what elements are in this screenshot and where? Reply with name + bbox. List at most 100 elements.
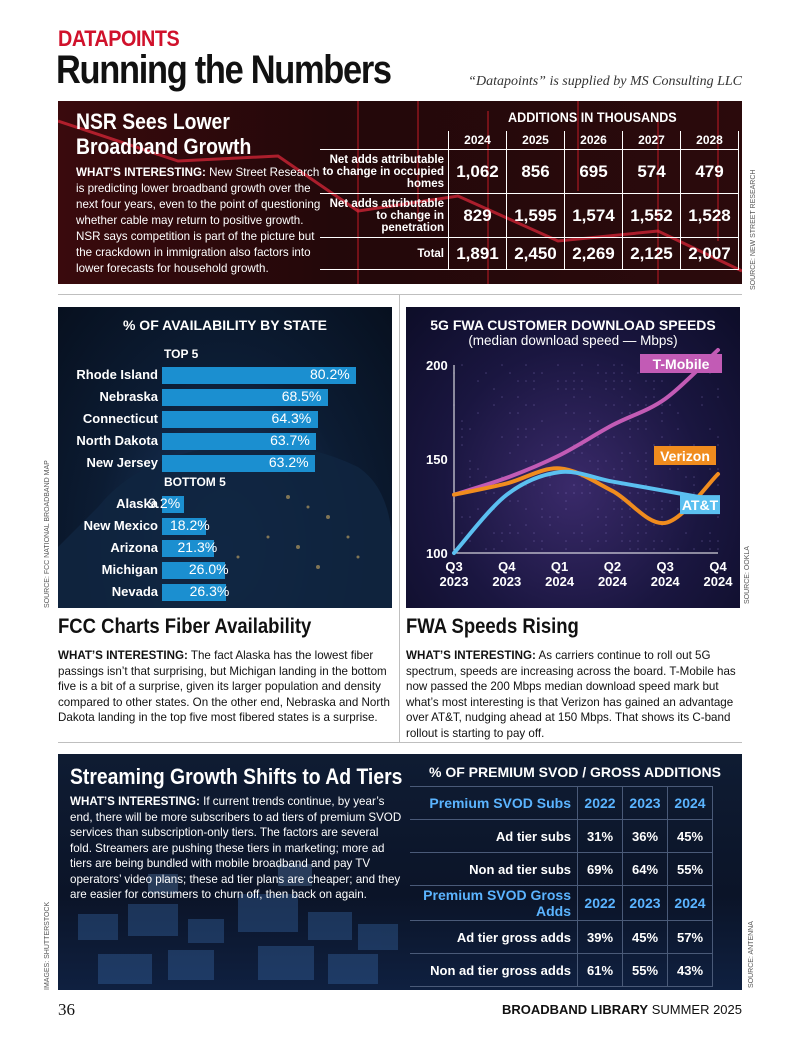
backdrop-dot xyxy=(685,476,687,478)
svod-cell: 55% xyxy=(668,853,713,886)
backdrop-dot xyxy=(621,508,623,510)
svod-row: Non ad tier gross adds 61% 55% 43% xyxy=(410,954,713,987)
backdrop-dot xyxy=(589,420,591,422)
svod-cell: 61% xyxy=(578,954,623,987)
svod-cell: 57% xyxy=(668,921,713,954)
state-label: New Jersey xyxy=(60,455,158,470)
backdrop-dot xyxy=(637,404,639,406)
backdrop-dot xyxy=(669,404,671,406)
backdrop-dot xyxy=(645,492,647,494)
svod-cell: 2024 xyxy=(668,787,713,820)
state-label: Nevada xyxy=(60,584,158,599)
backdrop-dot xyxy=(557,516,559,518)
series-label: Verizon xyxy=(660,448,710,464)
x-tick-year: 2024 xyxy=(651,574,681,589)
backdrop-dot xyxy=(533,404,535,406)
backdrop-dot xyxy=(613,436,615,438)
backdrop-dot xyxy=(581,484,583,486)
fcc-title: FCC Charts Fiber Availability xyxy=(58,615,311,639)
backdrop-dot xyxy=(525,436,527,438)
backdrop-dot xyxy=(629,516,631,518)
backdrop-dot xyxy=(565,412,567,414)
backdrop-dot xyxy=(461,364,463,366)
backdrop-dot xyxy=(613,500,615,502)
fcc-lead: WHAT’S INTERESTING: xyxy=(58,649,188,662)
backdrop-dot xyxy=(477,468,479,470)
x-tick-label: Q4 xyxy=(498,559,516,574)
backdrop-dot xyxy=(653,380,655,382)
backdrop-dot xyxy=(701,540,703,542)
svod-cell: 39% xyxy=(578,921,623,954)
backdrop-dot xyxy=(533,388,535,390)
backdrop-dot xyxy=(557,532,559,534)
state-label: North Dakota xyxy=(60,433,158,448)
backdrop-dot xyxy=(557,492,559,494)
backdrop-dot xyxy=(597,364,599,366)
backdrop-dot xyxy=(589,460,591,462)
nsr-cell: 1,574 xyxy=(565,194,623,238)
backdrop-dot xyxy=(533,460,535,462)
supplier-credit: “Datapoints” is supplied by MS Consultin… xyxy=(468,74,742,90)
divider xyxy=(399,294,400,742)
backdrop-dot xyxy=(533,380,535,382)
backdrop-dot xyxy=(581,492,583,494)
x-tick-year: 2023 xyxy=(440,574,469,589)
svod-cell: 69% xyxy=(578,853,623,886)
map-source: SOURCE: FCC NATIONAL BROADBAND MAP xyxy=(44,460,51,608)
bar-value-label: 63.2% xyxy=(269,454,309,470)
backdrop-dot xyxy=(661,484,663,486)
x-tick-label: Q3 xyxy=(445,559,462,574)
x-tick-year: 2024 xyxy=(704,574,734,589)
nsr-row-label: Net adds attributable to change in penet… xyxy=(320,194,449,238)
backdrop-dot xyxy=(461,428,463,430)
svod-cell: 64% xyxy=(623,853,668,886)
backdrop-dot xyxy=(693,492,695,494)
bottom5-label: BOTTOM 5 xyxy=(164,475,226,489)
nsr-table: 2024 2025 2026 2027 2028 Net adds attrib… xyxy=(320,131,739,270)
backdrop-dot xyxy=(661,436,663,438)
backdrop-dot xyxy=(645,532,647,534)
backdrop-dot xyxy=(717,436,719,438)
backdrop-dot xyxy=(717,468,719,470)
svod-row: Ad tier subs 31% 36% 45% xyxy=(410,820,713,853)
backdrop-dot xyxy=(565,388,567,390)
backdrop-dot xyxy=(677,412,679,414)
backdrop-dot xyxy=(661,516,663,518)
x-tick-year: 2024 xyxy=(545,574,575,589)
backdrop-dot xyxy=(717,516,719,518)
backdrop-dot xyxy=(517,436,519,438)
backdrop-dot xyxy=(565,500,567,502)
backdrop-dot xyxy=(581,364,583,366)
backdrop-dot xyxy=(589,492,591,494)
backdrop-dot xyxy=(669,468,671,470)
nsr-year: 2028 xyxy=(681,131,739,150)
backdrop-dot xyxy=(573,492,575,494)
backdrop-dot xyxy=(541,540,543,542)
svod-cell: 2023 xyxy=(623,886,668,921)
y-tick-label: 150 xyxy=(426,452,448,467)
backdrop-dot xyxy=(629,508,631,510)
streaming-panel: Streaming Growth Shifts to Ad Tiers WHAT… xyxy=(58,754,742,990)
backdrop-dot xyxy=(709,532,711,534)
backdrop-dot xyxy=(613,476,615,478)
nsr-row-label: Total xyxy=(320,238,449,270)
backdrop-dot xyxy=(669,548,671,550)
x-tick-label: Q4 xyxy=(709,559,727,574)
backdrop-dot xyxy=(629,420,631,422)
backdrop-dot xyxy=(645,460,647,462)
series-label: T-Mobile xyxy=(653,356,710,372)
nsr-cell: 695 xyxy=(565,150,623,194)
backdrop-dot xyxy=(653,540,655,542)
backdrop-dot xyxy=(645,524,647,526)
backdrop-dot xyxy=(533,484,535,486)
backdrop-dot xyxy=(573,380,575,382)
backdrop-dot xyxy=(605,540,607,542)
backdrop-dot xyxy=(541,492,543,494)
nsr-header-row: 2024 2025 2026 2027 2028 xyxy=(320,131,739,150)
backdrop-dot xyxy=(573,388,575,390)
nsr-text: New Street Research is predicting lower … xyxy=(76,166,320,275)
svod-cell: 2022 xyxy=(578,886,623,921)
backdrop-dot xyxy=(549,476,551,478)
backdrop-dot xyxy=(541,516,543,518)
backdrop-dot xyxy=(517,500,519,502)
